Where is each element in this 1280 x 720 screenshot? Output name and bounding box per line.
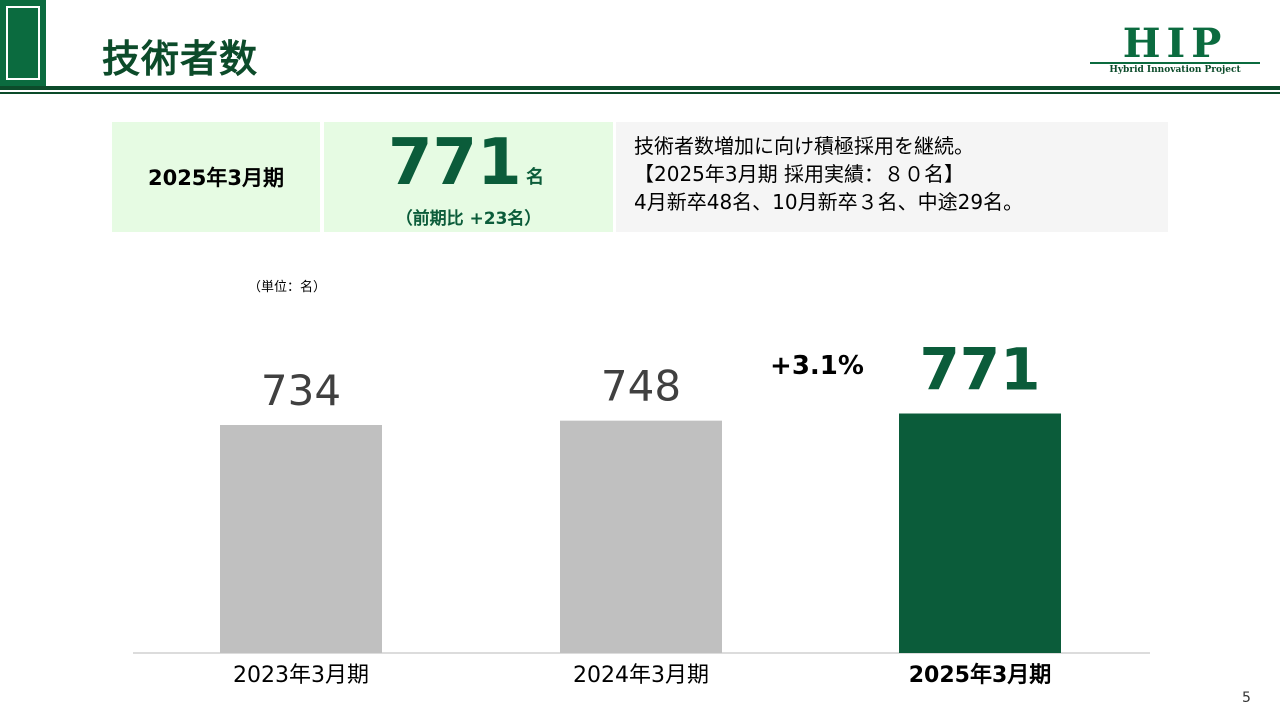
data-label-0: 734 bbox=[261, 366, 341, 415]
logo-text: HIP bbox=[1122, 20, 1228, 67]
header-rule-thin bbox=[0, 92, 1280, 94]
logo-subtitle: Hybrid Innovation Project bbox=[1109, 65, 1241, 75]
bar-1 bbox=[560, 420, 722, 653]
bar-0 bbox=[220, 425, 382, 653]
page-number: 5 bbox=[1242, 690, 1251, 706]
x-tick-label-1: 2024年3月期 bbox=[573, 663, 709, 688]
summary-notes: 技術者数増加に向け積極採用を継続。 【2025年3月期 採用実績：８０名】 4月… bbox=[616, 122, 1168, 232]
summary-value: 771 bbox=[388, 126, 522, 200]
unit-label: （単位：名） bbox=[248, 280, 327, 295]
header-rule bbox=[0, 86, 1280, 90]
summary-change: （前期比 +23名） bbox=[395, 209, 542, 229]
data-label-2: 771 bbox=[919, 336, 1040, 404]
summary-value-cell: 771 名 （前期比 +23名） bbox=[324, 122, 613, 232]
note-line-1: 技術者数増加に向け積極採用を継続。 bbox=[634, 134, 974, 158]
page-title: 技術者数 bbox=[102, 37, 259, 81]
summary-period: 2025年3月期 bbox=[112, 122, 320, 232]
summary-unit: 名 bbox=[526, 167, 544, 188]
data-label-1: 748 bbox=[601, 362, 681, 411]
growth-annotation: +3.1% bbox=[770, 351, 864, 381]
x-tick-label-0: 2023年3月期 bbox=[233, 663, 369, 688]
hip-logo: HIP Hybrid Innovation Project bbox=[1090, 22, 1260, 76]
bar-2 bbox=[899, 413, 1061, 653]
logo-line bbox=[1090, 62, 1260, 64]
note-line-2: 【2025年3月期 採用実績：８０名】 bbox=[634, 162, 964, 186]
x-tick-label-2: 2025年3月期 bbox=[909, 662, 1052, 688]
corner-decoration bbox=[0, 0, 46, 86]
note-line-3: 4月新卒48名、10月新卒３名、中途29名。 bbox=[634, 190, 1024, 214]
